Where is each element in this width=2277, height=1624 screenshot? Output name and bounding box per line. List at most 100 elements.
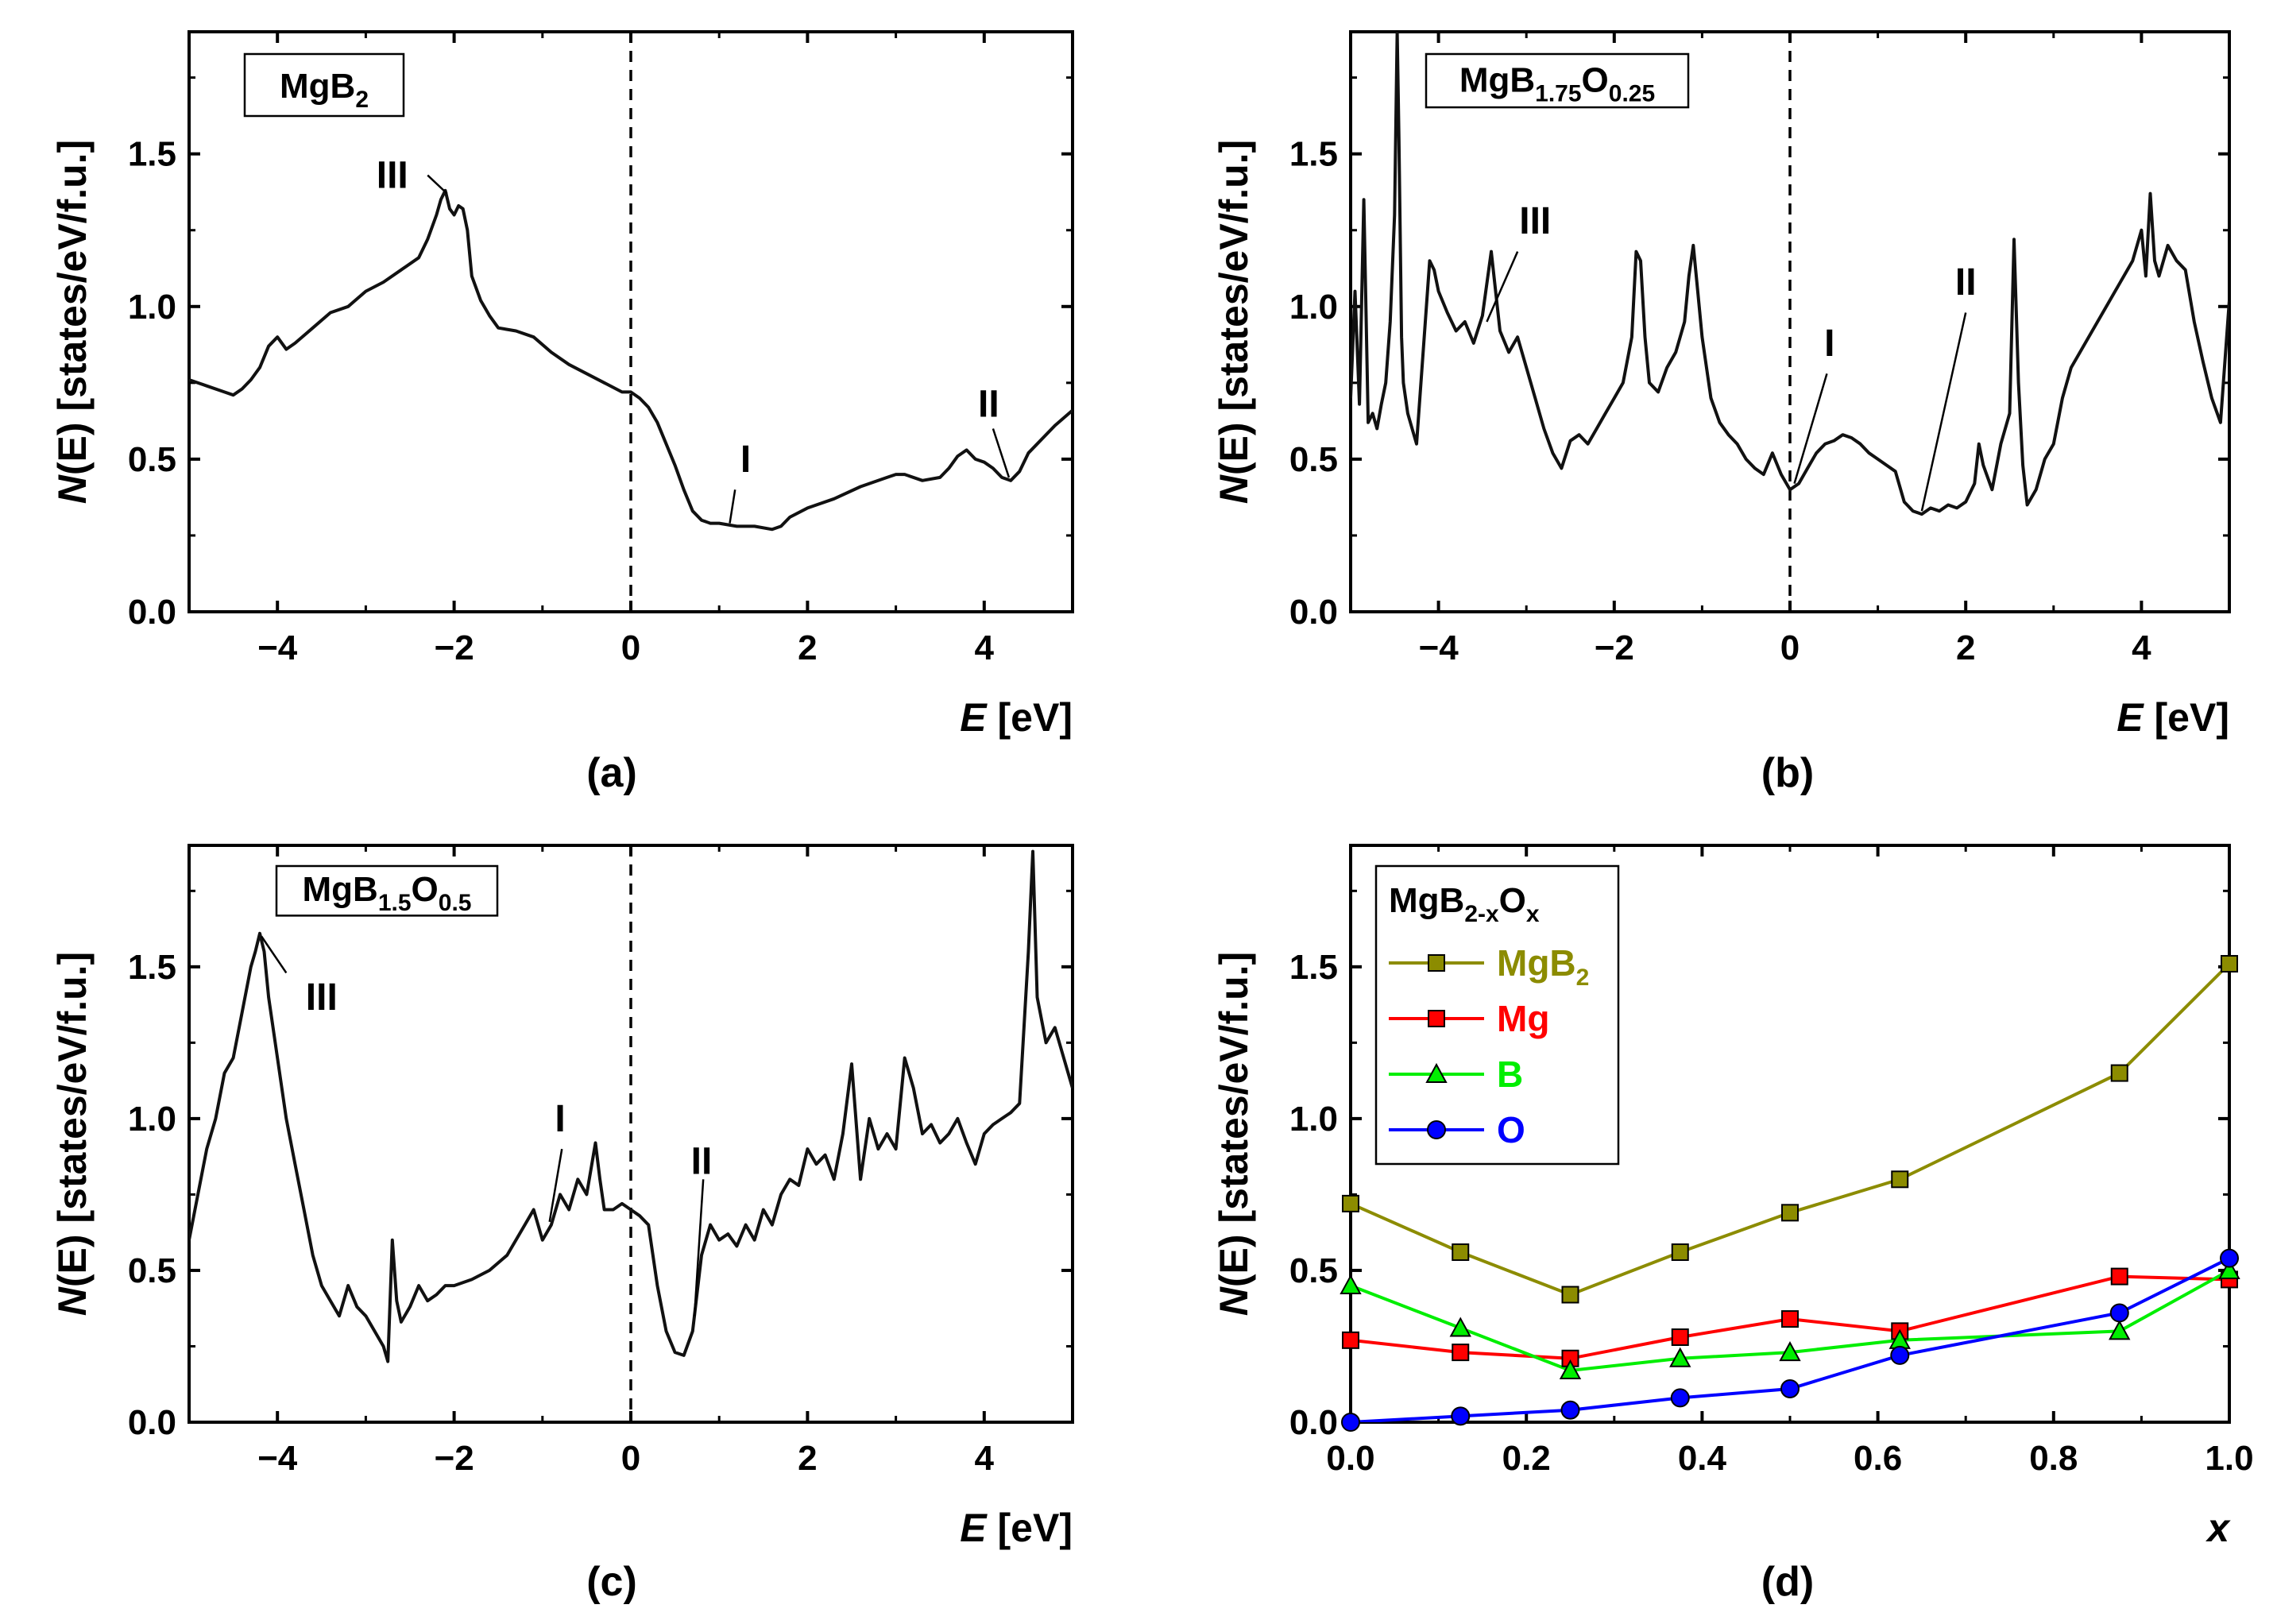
y-axis-title-italic: N [1212,1286,1256,1316]
data-point-mgb2 [1781,1204,1799,1222]
y-tick-label: 1.5 [1289,948,1338,987]
y-tick-label: 1.5 [128,948,176,987]
legend-label-main: MgB [1497,942,1576,984]
y-tick-label: 0.0 [1289,593,1338,632]
plot-content [189,32,1073,612]
data-point-o [1670,1388,1690,1408]
panel-title: MgB2 [280,67,369,113]
x-axis-title-unit: [eV] [987,1506,1073,1550]
y-axis-title: N(E) [states/eV/f.u.] [1212,140,1256,504]
annotation-pointer [992,428,1011,478]
x-tick-label: 0.8 [2029,1439,2078,1478]
annotation-label: III [377,155,408,197]
x-axis-title-italic: E [2117,695,2144,740]
x-tick-label: 4 [2132,628,2151,667]
annotation-pointer [1793,373,1828,484]
y-axis-title: N(E) [states/eV/f.u.] [50,140,95,504]
panel-b: −4 −2 0 2 4 0.0 0.5 1.0 1.5 N(E) [states/eV/f.u.]… [1212,30,2231,796]
legend-label: MgB2 [1497,942,1589,991]
legend-box [1374,864,1620,1166]
data-point-o [2109,1303,2129,1323]
legend-swatch-marker [1428,1010,1445,1027]
y-axis-title-rest: (E) [states/eV/f.u.] [50,140,95,475]
legend-swatch-marker [1427,1120,1446,1139]
y-tick-label: 0.0 [128,593,176,632]
y-axis-title: N(E) [states/eV/f.u.] [1212,952,1256,1316]
dos-curve [189,188,1073,532]
y-tick-label: 0.5 [128,1251,176,1290]
plot-content [1351,32,2229,612]
panel-a: −4 −2 0 2 4 0.0 0.5 1.0 1.5 N(E) [states/eV/f.u.]… [50,30,1074,796]
y-tick-label: 0.5 [1289,1251,1338,1290]
legend-swatch-marker [1428,954,1445,972]
annotation-pointer [548,1148,563,1223]
dos-curve [189,849,1073,1363]
x-tick-label: 0.6 [1854,1439,1902,1478]
y-tick-label: 1.0 [1289,288,1338,327]
annotation-pointer [693,1179,705,1317]
annotation-label: I [555,1098,565,1140]
dos-curve [1351,32,2229,516]
x-axis-title-unit: [eV] [2144,695,2229,740]
x-tick-label: −4 [257,628,298,667]
title-box [1425,52,1690,109]
x-axis-title-italic: x [2205,1506,2231,1550]
x-tick-label: 0.0 [1326,1439,1374,1478]
panel-title: MgB1.5O0.5 [303,870,472,916]
title-main2: O [412,870,439,909]
x-tick-label: 0.2 [1502,1439,1551,1478]
y-tick-label: 0.5 [128,440,176,479]
legend-label-sub: 2 [1576,965,1590,991]
annotation-label: II [1955,261,1977,304]
x-tick-label: 2 [1956,628,1975,667]
x-tick-label: −4 [1419,628,1459,667]
x-tick-label: 0 [1780,628,1800,667]
data-point-mg [1452,1344,1470,1362]
data-point-mgb2 [1891,1170,1909,1189]
data-point-mgb2 [2110,1064,2128,1082]
annotation-pointer [1920,312,1967,512]
x-tick-label: 0 [621,628,640,667]
title-sub: 2 [355,87,369,113]
annotation-pointer [427,174,448,195]
y-axis-title-italic: N [1212,474,1256,504]
x-tick-label: 2 [798,628,817,667]
annotation-pointer [1486,251,1519,323]
title-main: MgB [1459,60,1535,99]
annotation-label: III [1519,200,1551,242]
panel-letter: (a) [586,750,637,796]
title-main: MgB [280,67,355,106]
data-point-o [1560,1400,1580,1420]
legend-label-main: Mg [1497,998,1549,1039]
x-tick-label: 4 [975,628,995,667]
y-tick-label: 1.0 [128,288,176,327]
legend-label: Mg [1497,998,1549,1039]
x-tick-label: −2 [435,1439,474,1478]
x-tick-label: −4 [257,1439,298,1478]
x-tick-label: 1.0 [2205,1439,2253,1478]
data-point-mg [1781,1310,1799,1328]
data-point-b [1449,1317,1471,1337]
data-point-mg [1671,1328,1689,1347]
data-point-mgb2 [1452,1243,1470,1262]
annotation-pointer [729,489,736,524]
legend-label-main: B [1497,1054,1523,1095]
data-point-mg [2110,1267,2128,1286]
title-main: MgB [303,870,378,909]
y-tick-label: 0.0 [1289,1403,1338,1442]
annotation-pointer [261,935,288,974]
panel-d: 0.0 0.2 0.4 0.6 0.8 1.0 0.0 0.5 1.0 1.5 N(E) [stat… [1212,844,2254,1605]
y-axis-title-rest: (E) [states/eV/f.u.] [1212,140,1256,475]
x-tick-label: 0.4 [1678,1439,1727,1478]
legend-title-sub2: x [1526,901,1540,927]
title-main2: O [1582,60,1609,99]
title-box [243,52,405,118]
y-axis-title-italic: N [50,474,95,504]
x-axis-title: x [2205,1506,2231,1550]
x-tick-label: −2 [1595,628,1634,667]
x-axis-title: E [eV] [2117,695,2229,740]
y-axis-title-rest: (E) [states/eV/f.u.] [1212,952,1256,1287]
title-sub2: 0.25 [1609,80,1655,106]
y-tick-label: 0.0 [128,1403,176,1442]
